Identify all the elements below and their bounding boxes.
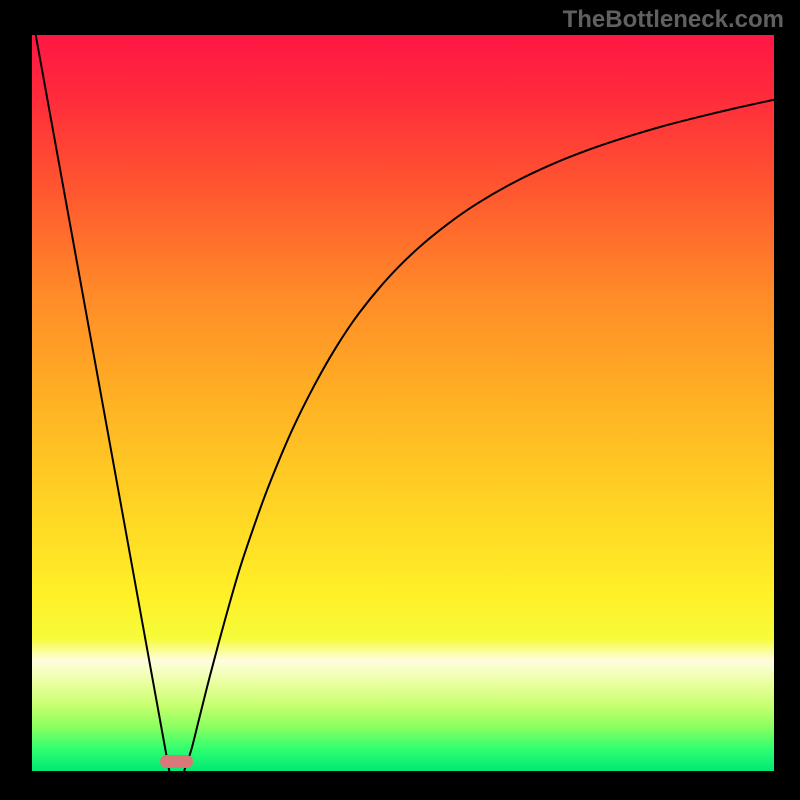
plot-area (32, 35, 774, 771)
chart-container: TheBottleneck.com (0, 0, 800, 800)
attribution-watermark: TheBottleneck.com (563, 6, 784, 34)
bottleneck-marker (160, 755, 193, 768)
curves-overlay (32, 35, 774, 771)
